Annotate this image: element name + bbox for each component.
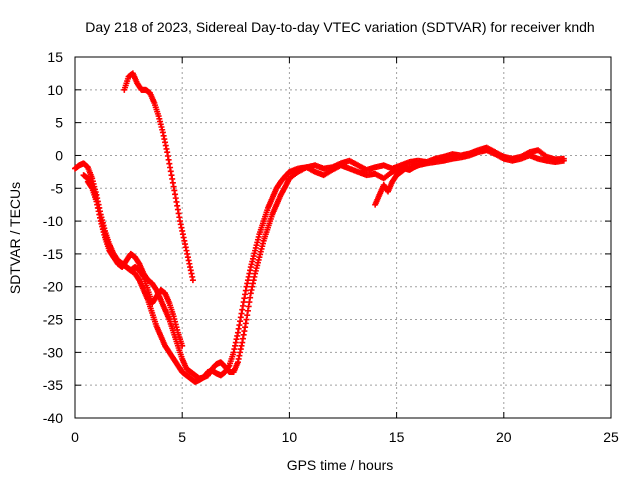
series-arc-e: [372, 162, 422, 208]
data-point: [189, 277, 196, 284]
x-tick-label: 20: [496, 429, 512, 445]
x-axis-label: GPS time / hours: [287, 457, 394, 473]
data-point: [179, 342, 186, 349]
y-axis-label: SDTVAR / TECUs: [7, 182, 23, 294]
x-tick-label: 10: [282, 429, 298, 445]
chart-title: Day 218 of 2023, Sidereal Day-to-day VTE…: [85, 19, 594, 35]
y-tick-label: 10: [47, 82, 63, 98]
x-tick-label: 15: [389, 429, 405, 445]
y-tick-label: -10: [43, 213, 63, 229]
y-tick-label: -20: [43, 279, 63, 295]
y-axis: 15 10 5 0 -5 -10 -15 -20 -25 -30 -35 -40: [43, 49, 611, 426]
y-tick-label: -15: [43, 246, 63, 262]
data-point: [560, 155, 567, 162]
data-point: [415, 162, 422, 169]
y-tick-label: -5: [51, 180, 64, 196]
y-tick-label: 5: [55, 115, 63, 131]
x-tick-label: 5: [178, 429, 186, 445]
x-tick-label: 0: [71, 429, 79, 445]
series-arc-a: [72, 147, 567, 385]
series-arc-c: [84, 178, 186, 349]
y-tick-label: -35: [43, 377, 63, 393]
series-arc-d: [121, 70, 196, 284]
series-arc-b: [80, 144, 567, 382]
y-tick-label: -40: [43, 410, 63, 426]
y-tick-label: -30: [43, 344, 63, 360]
data-points: [72, 70, 567, 385]
y-tick-label: 15: [47, 49, 63, 65]
y-tick-label: 0: [55, 147, 63, 163]
y-tick-label: -25: [43, 312, 63, 328]
x-axis: 0 5 10 15 20 25: [71, 57, 619, 445]
x-tick-label: 25: [603, 429, 619, 445]
plot-frame: [74, 56, 612, 419]
